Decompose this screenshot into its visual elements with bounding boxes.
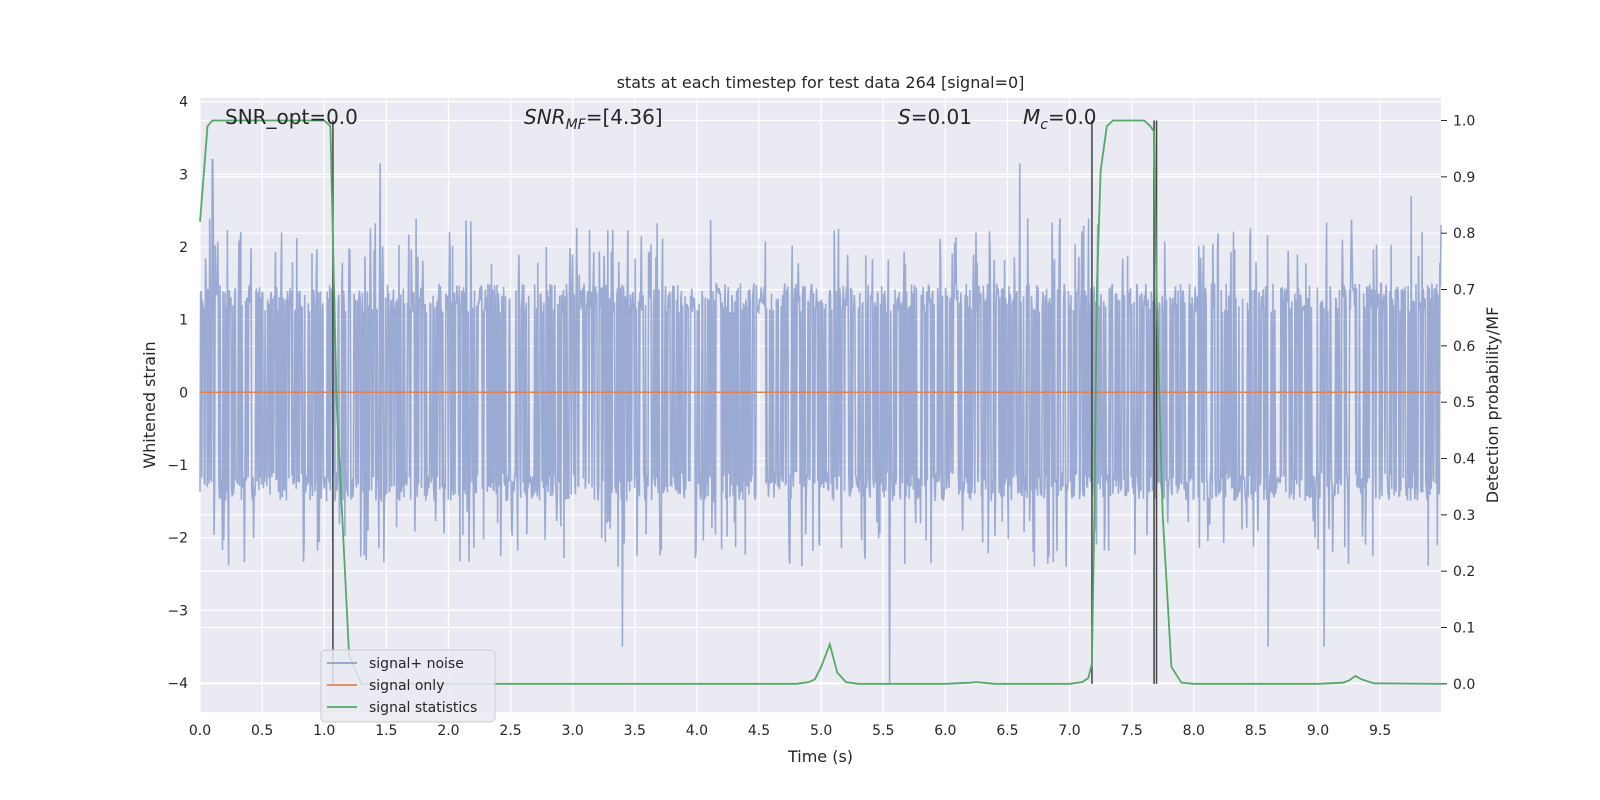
y-right-tick-label: 0.0 [1453,677,1475,693]
plot-area [199,98,1442,712]
x-tick-label: 5.5 [872,723,894,739]
x-tick-label: 8.0 [1183,723,1205,739]
x-tick-label: 8.5 [1245,723,1267,739]
annotation-snr-mf-value: =[4.36] [586,105,663,129]
legend-label-signal-only: signal only [369,678,444,694]
y-right-tick-label: 0.1 [1453,621,1475,637]
y-axis-label: Whitened strain [140,341,159,468]
y-right-tick-label: 0.5 [1453,395,1475,411]
legend-label-signal-noise: signal+ noise [369,656,464,672]
legend: signal+ noise signal only signal statist… [320,649,496,723]
x-tick-label: 4.0 [686,723,708,739]
annotation-s-label: S [898,105,911,129]
y-tick-label: 0 [179,385,188,401]
y-tick-label: 4 [179,95,188,111]
legend-box [320,649,496,723]
y-right-tick-label: 0.2 [1453,564,1475,580]
annotation-snr-mf: SNRMF=[4.36] [524,105,663,133]
x-tick-label: 4.5 [748,723,770,739]
x-tick-label: 0.0 [189,723,211,739]
x-tick-label: 9.0 [1307,723,1329,739]
y-right-tick-label: 0.4 [1453,452,1475,468]
annotations: SNR_opt=0.0 SNRMF=[4.36] S=0.01 Mc=0.0 [225,105,1097,133]
series-signal-noise-line [199,159,1442,683]
y-axis-right-label: Detection probability/MF [1483,307,1502,504]
y-tick-label: −4 [167,676,188,692]
x-tick-label: 7.0 [1058,723,1080,739]
annotation-mc-label: M [1023,105,1040,129]
x-tick-label: 3.0 [562,723,584,739]
y-tick-label: 3 [179,167,188,183]
x-tick-label: 3.5 [624,723,646,739]
legend-label-signal-statistics: signal statistics [369,700,477,716]
annotation-snr-mf-label: SNR [524,105,566,129]
x-tick-label: 6.0 [934,723,956,739]
x-tick-label: 1.0 [313,723,335,739]
x-tick-label: 2.5 [499,723,521,739]
annotation-snr-mf-sub: MF [566,117,587,133]
x-tick-label: 5.0 [810,723,832,739]
x-tick-label: 0.5 [251,723,273,739]
y-right-tick-label: 0.3 [1453,508,1475,524]
y-right-tick-label: 1.0 [1453,114,1475,130]
annotation-snr-opt: SNR_opt=0.0 [225,105,358,129]
annotation-s-value: =0.01 [911,105,972,129]
annotation-s: S=0.01 [898,105,972,129]
x-tick-label: 6.5 [996,723,1018,739]
y-right-tick-label: 0.6 [1453,339,1475,355]
x-tick-label: 7.5 [1121,723,1143,739]
y-tick-label: −1 [167,458,188,474]
annotation-mc: Mc=0.0 [1023,105,1097,133]
x-axis-label: Time (s) [787,747,853,766]
y-tick-label: 1 [179,313,188,329]
y-right-tick-label: 0.8 [1453,226,1475,242]
series-signal-statistics-line [199,119,1442,685]
y-tick-label: −3 [167,603,188,619]
annotation-mc-sub: c [1040,117,1048,133]
x-tick-label: 2.0 [437,723,459,739]
x-tick-label: 9.5 [1369,723,1391,739]
annotation-mc-value: =0.0 [1048,105,1097,129]
y-right-tick-label: 0.9 [1453,170,1475,186]
chart-title: stats at each timestep for test data 264… [617,73,1025,92]
y-right-tick-label: 0.7 [1453,283,1475,299]
x-tick-label: 1.5 [375,723,397,739]
y-tick-label: −2 [167,531,188,547]
y-tick-label: 2 [179,240,188,256]
